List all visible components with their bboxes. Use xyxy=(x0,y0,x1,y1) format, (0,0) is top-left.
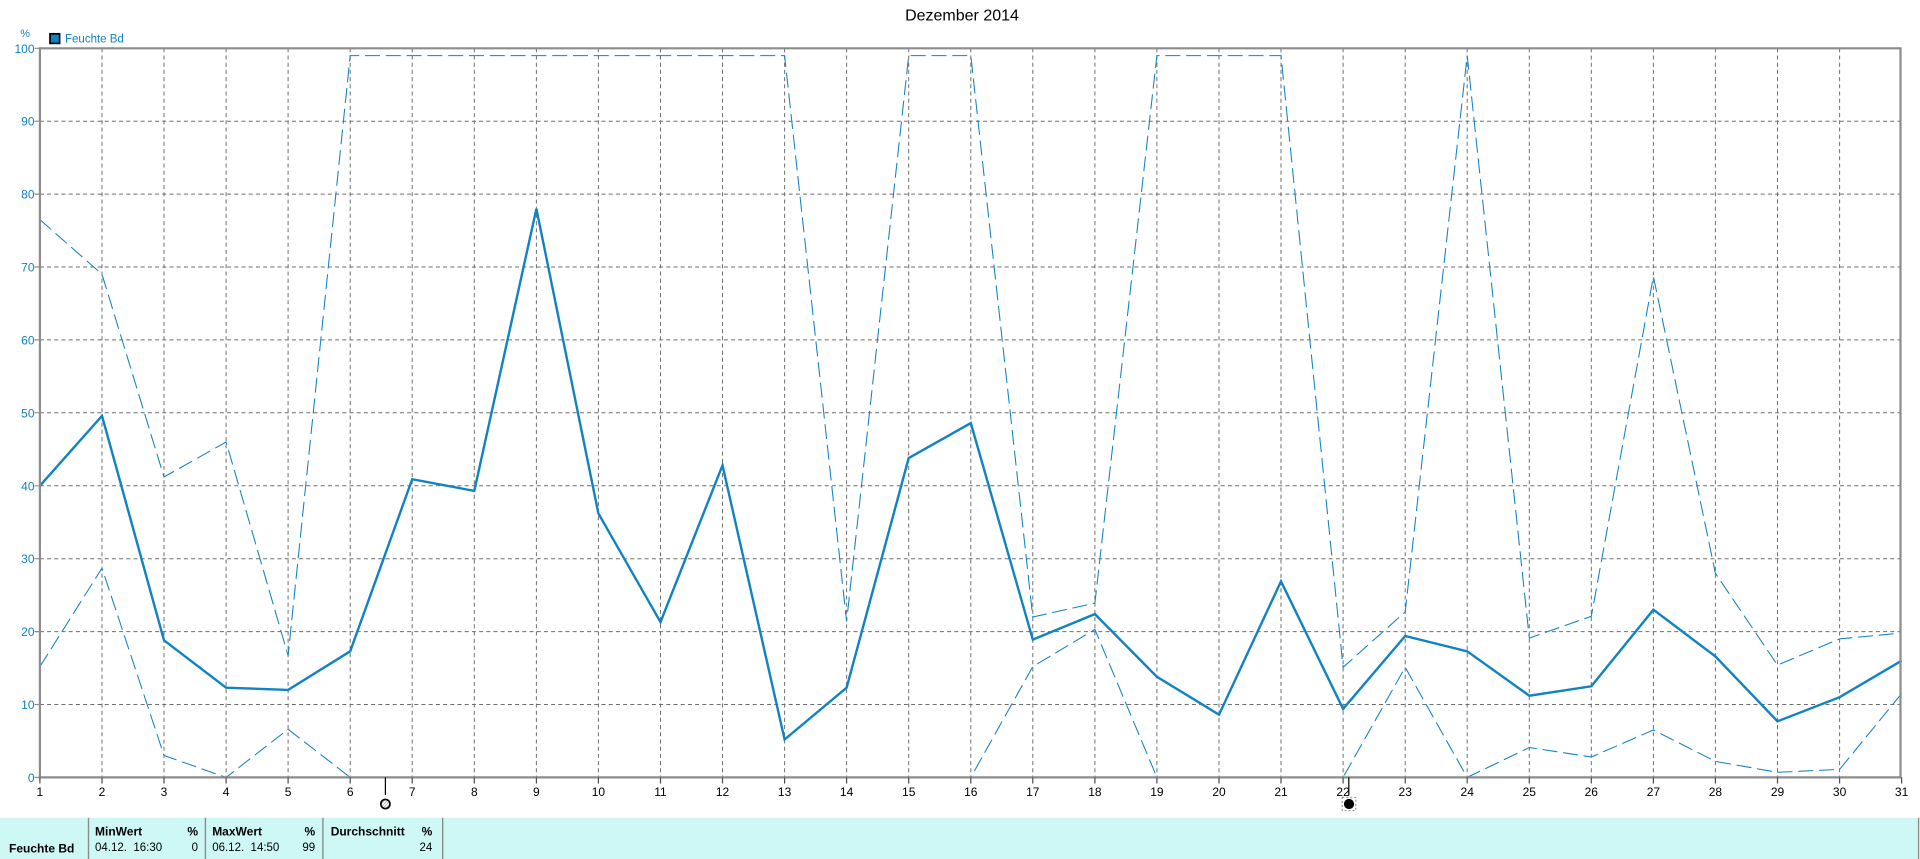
svg-text:18: 18 xyxy=(1088,785,1102,799)
svg-text:23: 23 xyxy=(1399,785,1413,799)
svg-text:29: 29 xyxy=(1771,785,1785,799)
svg-text:27: 27 xyxy=(1647,785,1661,799)
svg-text:MinWert: MinWert xyxy=(95,825,142,839)
svg-text:12: 12 xyxy=(716,785,730,799)
svg-text:7: 7 xyxy=(409,785,416,799)
svg-text:99: 99 xyxy=(302,842,315,854)
svg-text:0: 0 xyxy=(28,771,35,785)
svg-text:Dezember 2014: Dezember 2014 xyxy=(905,8,1019,25)
svg-text:30: 30 xyxy=(21,552,35,566)
svg-text:1: 1 xyxy=(37,785,44,799)
svg-text:90: 90 xyxy=(21,115,35,129)
svg-text:Durchschnitt: Durchschnitt xyxy=(331,825,405,839)
svg-text:22: 22 xyxy=(1336,785,1350,799)
svg-text:11: 11 xyxy=(654,785,667,799)
svg-text:Feuchte Bd: Feuchte Bd xyxy=(65,34,124,46)
svg-text:24: 24 xyxy=(420,842,433,854)
svg-text:Feuchte Bd: Feuchte Bd xyxy=(9,842,74,856)
svg-text:6: 6 xyxy=(347,785,354,799)
svg-text:19: 19 xyxy=(1150,785,1164,799)
svg-text:20: 20 xyxy=(21,625,35,639)
svg-text:13: 13 xyxy=(778,785,792,799)
svg-text:5: 5 xyxy=(285,785,292,799)
svg-text:10: 10 xyxy=(592,785,606,799)
svg-text:04.12. 16:30: 04.12. 16:30 xyxy=(95,842,162,854)
svg-text:17: 17 xyxy=(1026,785,1040,799)
svg-text:24: 24 xyxy=(1461,785,1475,799)
svg-text:%: % xyxy=(187,825,198,839)
svg-text:16: 16 xyxy=(964,785,978,799)
svg-text:31: 31 xyxy=(1895,785,1909,799)
svg-text:25: 25 xyxy=(1523,785,1537,799)
svg-text:06.12. 14:50: 06.12. 14:50 xyxy=(212,842,279,854)
svg-text:26: 26 xyxy=(1585,785,1599,799)
svg-text:30: 30 xyxy=(1833,785,1847,799)
svg-text:14: 14 xyxy=(840,785,854,799)
svg-text:4: 4 xyxy=(223,785,230,799)
svg-text:70: 70 xyxy=(21,261,35,275)
svg-text:100: 100 xyxy=(14,42,34,56)
svg-text:80: 80 xyxy=(21,188,35,202)
svg-text:21: 21 xyxy=(1274,785,1288,799)
svg-text:2: 2 xyxy=(99,785,106,799)
svg-text:20: 20 xyxy=(1212,785,1226,799)
svg-text:50: 50 xyxy=(21,406,35,420)
svg-text:%: % xyxy=(422,825,433,839)
svg-text:0: 0 xyxy=(192,842,198,854)
svg-text:40: 40 xyxy=(21,479,35,493)
svg-text:%: % xyxy=(20,28,30,40)
svg-text:10: 10 xyxy=(21,698,35,712)
svg-text:%: % xyxy=(305,825,316,839)
svg-text:28: 28 xyxy=(1709,785,1723,799)
svg-text:60: 60 xyxy=(21,333,35,347)
svg-text:9: 9 xyxy=(533,785,540,799)
svg-text:15: 15 xyxy=(902,785,916,799)
svg-text:3: 3 xyxy=(161,785,168,799)
svg-text:MaxWert: MaxWert xyxy=(212,825,262,839)
svg-text:8: 8 xyxy=(471,785,478,799)
